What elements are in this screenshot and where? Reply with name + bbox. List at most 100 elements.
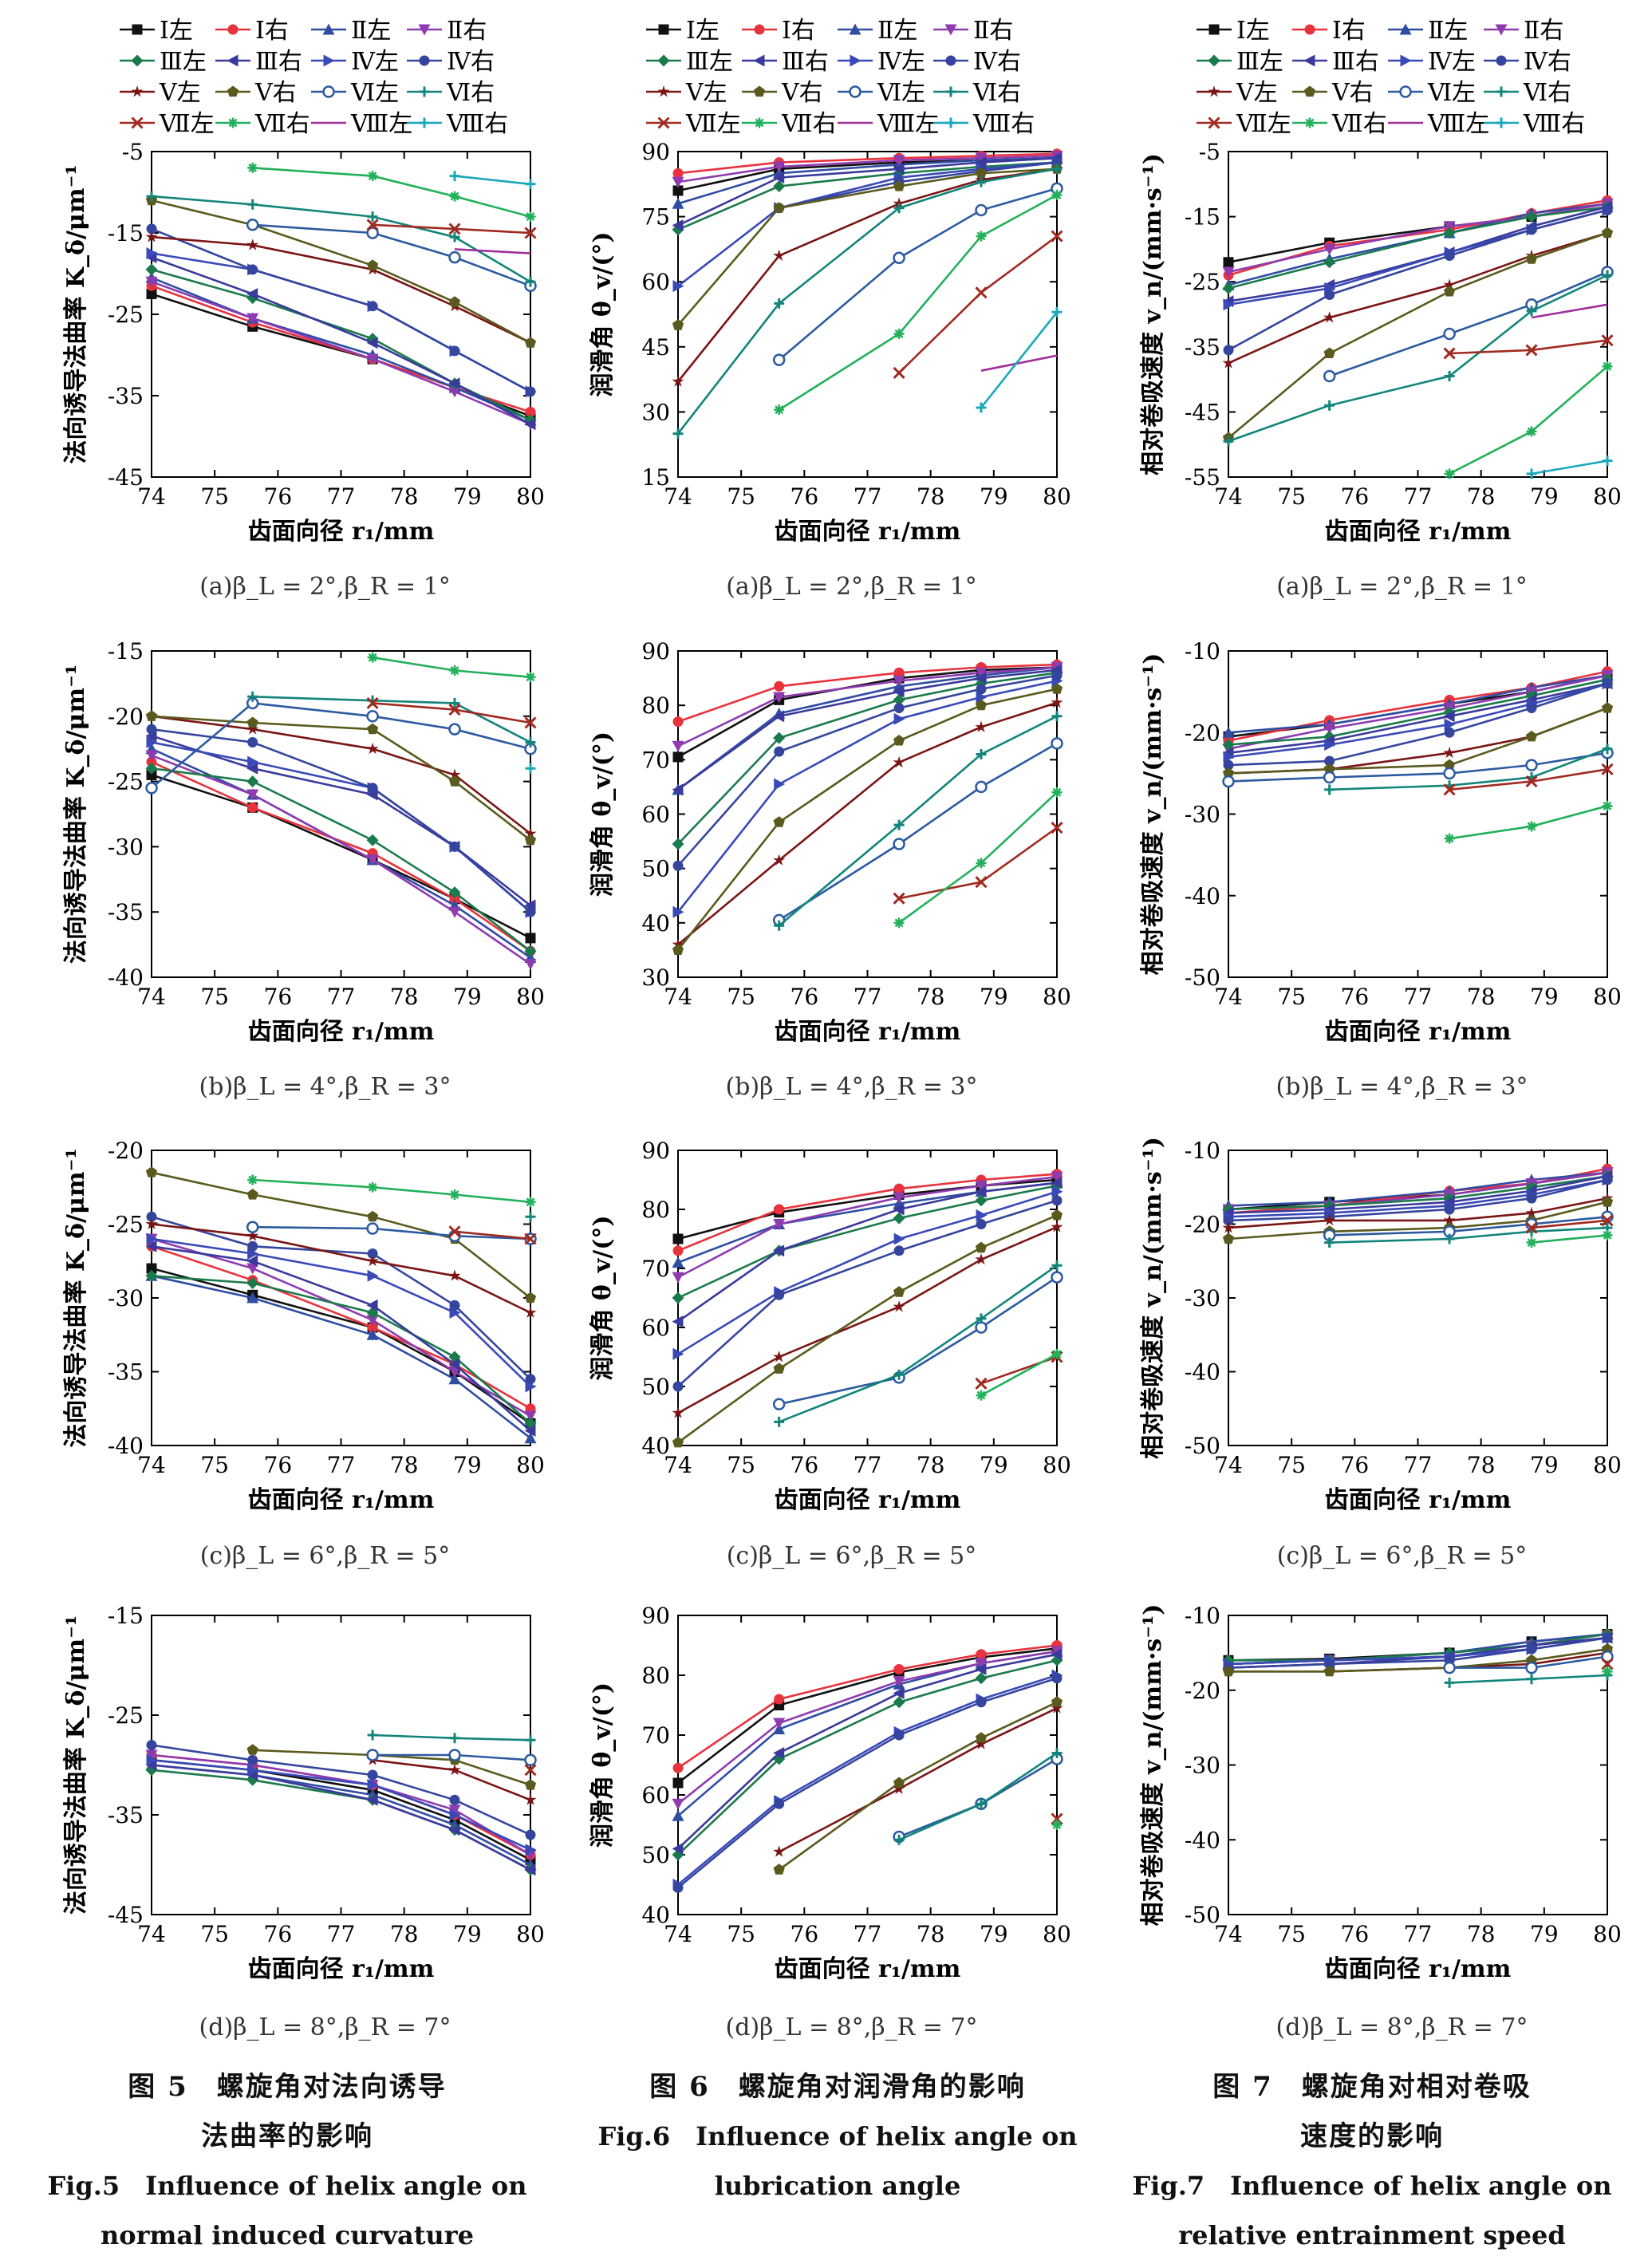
figure-6-title-en-line1: Fig.6 Influence of helix angle on — [597, 2121, 1078, 2152]
series-path — [252, 1749, 531, 1786]
legend-marker — [1399, 85, 1412, 98]
series-path — [980, 311, 1059, 408]
data-point — [774, 778, 786, 791]
chart-Fig6-c: 74 75 76 77 78 79 80 40 50 60 70 80 90 齿面向径 r₁/mm 润滑角 … — [589, 1138, 1071, 1570]
data-point — [893, 328, 905, 339]
series-path — [454, 175, 531, 186]
series-line-12 — [367, 1730, 536, 1745]
data-point — [1223, 759, 1234, 771]
series-path — [151, 1275, 531, 1425]
data-point — [146, 1233, 158, 1245]
data-point — [1602, 361, 1613, 372]
series-line-13 — [366, 219, 537, 239]
figure-6-title: 图 6 螺旋角对润滑角的影响 Fig.6 Influence of helix … — [582, 2062, 1093, 2211]
x-axis-label: 齿面向径 r₁/mm — [248, 518, 435, 546]
legend-label: Ⅱ左 — [877, 17, 917, 45]
series-line-4 — [672, 661, 1063, 752]
x-tick-label: 75 — [200, 1452, 229, 1478]
series-line-8 — [672, 1195, 1063, 1392]
x-tick-label: 79 — [1530, 1452, 1559, 1478]
data-point — [1601, 1650, 1614, 1663]
data-point — [672, 783, 684, 796]
data-point — [448, 1225, 461, 1238]
legend-label: Ⅳ右 — [447, 48, 495, 76]
series-path — [677, 161, 1058, 287]
data-point — [525, 406, 536, 417]
series-line-12 — [1444, 1670, 1613, 1688]
legend-marker — [849, 85, 861, 98]
series-line-11 — [1443, 1650, 1614, 1674]
y-tick-label: -50 — [1185, 964, 1220, 991]
data-point — [449, 191, 460, 202]
data-point — [367, 1269, 379, 1282]
data-point — [145, 1166, 158, 1177]
series-path — [1531, 303, 1608, 319]
data-point — [246, 1769, 258, 1781]
x-tick-label: 80 — [1593, 1452, 1622, 1478]
x-axis-label: 齿面向径 r₁/mm — [775, 1018, 961, 1046]
data-point — [367, 1730, 378, 1741]
y-tick-label: 70 — [641, 1256, 670, 1282]
data-point — [893, 675, 905, 687]
data-point — [449, 1794, 460, 1805]
series-line-8 — [1223, 678, 1613, 771]
y-tick-label: -30 — [1185, 1285, 1220, 1311]
x-tick-label: 80 — [1043, 984, 1071, 1010]
series-path — [677, 1190, 1058, 1355]
series-line-12 — [893, 1748, 1063, 1845]
data-point — [449, 345, 460, 357]
series-line-13 — [893, 230, 1063, 380]
data-point — [1324, 290, 1335, 301]
data-point — [975, 1663, 987, 1675]
data-point — [1051, 1348, 1063, 1359]
data-point — [975, 152, 988, 164]
y-axis-label: 润滑角 θ_v/(°) — [589, 1215, 617, 1380]
legend-marker — [944, 24, 957, 36]
x-tick-label: 74 — [664, 984, 692, 1010]
series-line-7 — [672, 674, 1063, 918]
data-point — [672, 944, 684, 955]
data-point — [1223, 298, 1235, 311]
legend-label: Ⅳ左 — [877, 48, 925, 76]
y-axis-label: 润滑角 θ_v/(°) — [589, 1682, 617, 1848]
legend-marker — [1496, 55, 1507, 66]
panel-caption: (c)β_L = 6°,β_R = 5° — [200, 1542, 451, 1570]
data-point — [1051, 1221, 1063, 1233]
y-tick-label: 50 — [641, 1842, 670, 1868]
data-point — [1444, 285, 1456, 297]
series-line-10 — [672, 1209, 1063, 1448]
data-point — [246, 716, 258, 728]
x-tick-label: 78 — [917, 483, 945, 510]
series-line-14 — [774, 189, 1063, 416]
series-path — [151, 1216, 531, 1380]
data-point — [247, 162, 258, 173]
data-point — [1602, 1632, 1613, 1643]
series-path — [151, 252, 531, 393]
data-point — [246, 1221, 259, 1233]
series-path — [1329, 1226, 1608, 1244]
y-tick-label: 90 — [641, 1138, 670, 1164]
data-point — [773, 710, 785, 723]
legend-label: Ⅳ左 — [351, 48, 399, 76]
data-point — [366, 696, 379, 710]
data-point — [893, 735, 905, 746]
data-point — [1323, 1213, 1336, 1226]
x-axis-label: 齿面向径 r₁/mm — [1325, 1486, 1512, 1514]
x-tick-label: 79 — [453, 1452, 482, 1478]
legend-label: Ⅷ右 — [1523, 110, 1585, 138]
data-point — [975, 672, 987, 684]
y-tick-label: 40 — [641, 910, 670, 937]
x-tick-label: 77 — [854, 1452, 882, 1478]
series-line-9 — [672, 1221, 1063, 1418]
data-point — [1222, 739, 1235, 751]
data-point — [774, 1416, 785, 1427]
data-point — [893, 1245, 905, 1256]
legend-marker — [1304, 24, 1315, 35]
data-point — [366, 1299, 378, 1311]
data-point — [448, 886, 461, 899]
data-point — [893, 712, 905, 725]
x-tick-label: 75 — [1277, 1452, 1306, 1478]
data-point — [146, 289, 157, 299]
series-path — [676, 168, 1058, 383]
data-point — [449, 841, 460, 852]
